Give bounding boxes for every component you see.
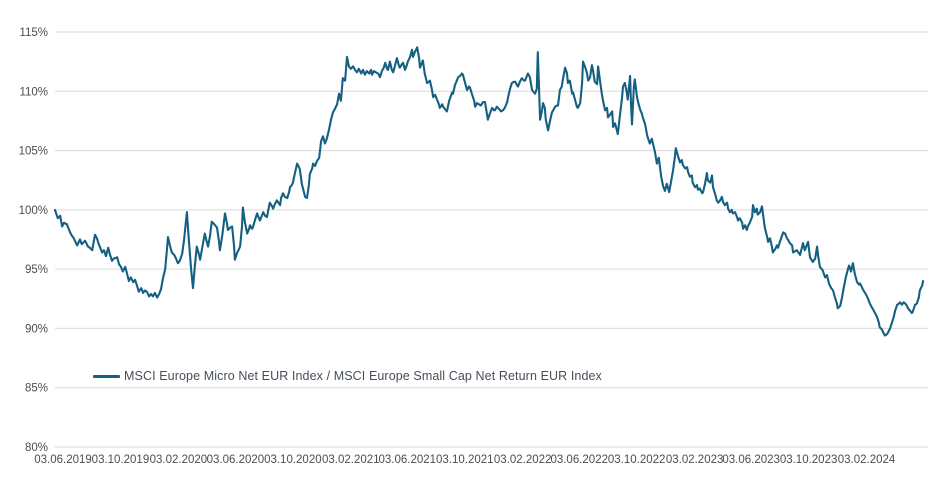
x-tick-label: 03.02.2020 bbox=[150, 454, 208, 466]
y-tick-label: 90% bbox=[25, 323, 48, 335]
x-tick-label: 03.10.2022 bbox=[608, 454, 666, 466]
x-tick-label: 03.10.2019 bbox=[92, 454, 150, 466]
x-tick-label: 03.02.2023 bbox=[666, 454, 724, 466]
x-tick-label: 03.10.2021 bbox=[436, 454, 494, 466]
ratio-series-line bbox=[53, 46, 925, 337]
x-axis-tick-labels: 03.06.2019 03.10.2019 03.02.2020 03.06.2020… bbox=[34, 454, 896, 466]
horizontal-gridlines bbox=[55, 31, 928, 448]
x-tick-label: 03.02.2022 bbox=[494, 454, 552, 466]
y-tick-label: 105% bbox=[19, 146, 48, 158]
y-tick-label: 85% bbox=[25, 383, 48, 395]
x-tick-label: 03.10.2020 bbox=[264, 454, 322, 466]
x-tick-label: 03.02.2021 bbox=[322, 454, 380, 466]
x-tick-label: 03.06.2019 bbox=[34, 454, 92, 466]
x-tick-label: 03.02.2024 bbox=[838, 454, 896, 466]
x-tick-label: 03.06.2022 bbox=[550, 454, 608, 466]
chart-legend[interactable]: MSCI Europe Micro Net EUR Index / MSCI E… bbox=[93, 369, 602, 383]
y-tick-label: 80% bbox=[25, 442, 48, 454]
x-tick-label: 03.06.2023 bbox=[722, 454, 780, 466]
y-tick-label: 110% bbox=[19, 86, 48, 98]
legend-series-label: MSCI Europe Micro Net EUR Index / MSCI E… bbox=[124, 369, 602, 383]
x-tick-label: 03.06.2021 bbox=[379, 454, 437, 466]
x-tick-label: 03.06.2020 bbox=[207, 454, 265, 466]
y-axis-tick-labels: 80% 85% 90% 95% 100% 105% 110% 115% bbox=[19, 27, 48, 454]
y-tick-label: 95% bbox=[25, 264, 48, 276]
legend-line-swatch bbox=[93, 374, 120, 378]
y-tick-label: 115% bbox=[19, 27, 48, 39]
y-tick-label: 100% bbox=[19, 205, 48, 217]
x-tick-label: 03.10.2023 bbox=[780, 454, 838, 466]
